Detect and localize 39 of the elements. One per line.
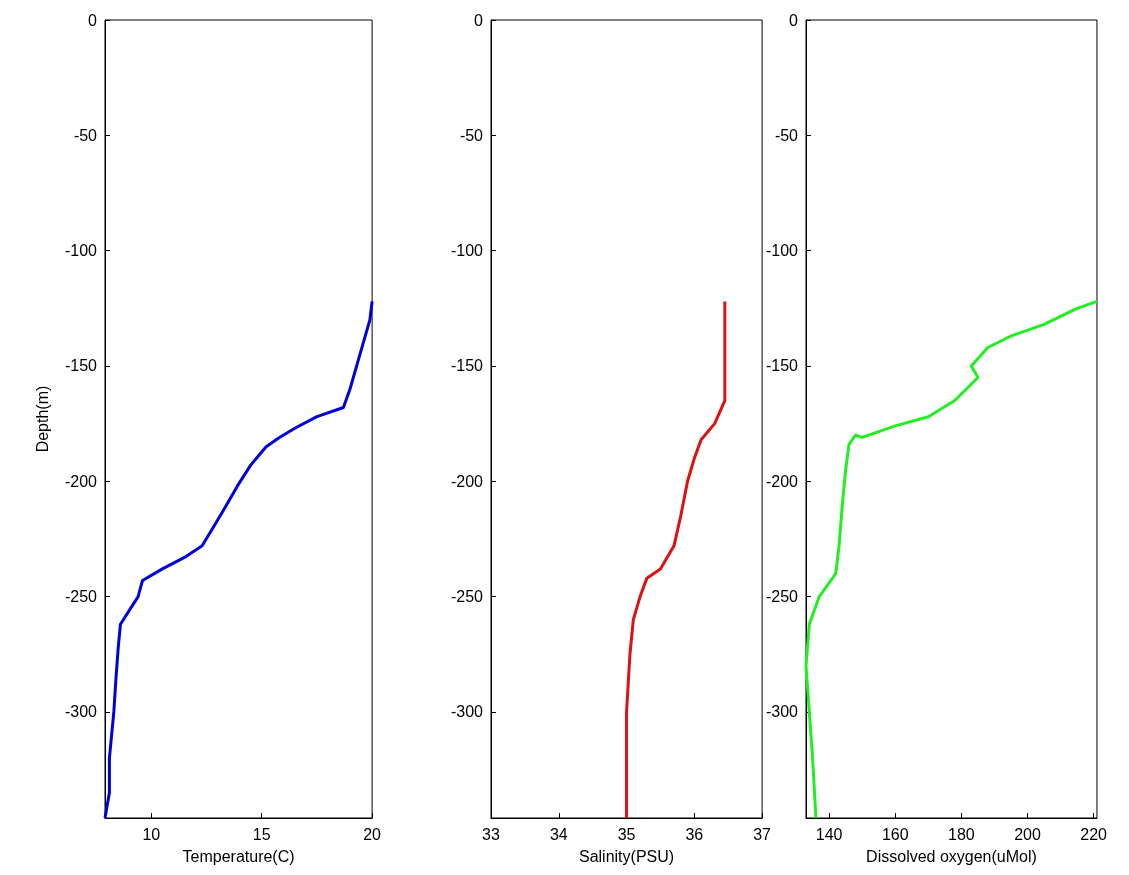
x-axis-title: Dissolved oxygen(uMol) <box>866 847 1037 865</box>
x-tick-label: 15 <box>252 825 271 843</box>
y-axis-title: Depth(m) <box>33 385 51 453</box>
x-tick-label: 160 <box>881 825 909 843</box>
y-tick-label: -200 <box>765 472 799 490</box>
y-tick-label: -300 <box>765 703 799 721</box>
x-tick-label: 33 <box>482 825 500 843</box>
y-tick-label: -250 <box>450 588 484 606</box>
x-tick-label: 140 <box>815 825 843 843</box>
y-tick-label: -100 <box>765 242 799 260</box>
x-axis-title: Salinity(PSU) <box>578 847 675 865</box>
y-tick-label: 0 <box>789 11 799 29</box>
y-tick-label: -200 <box>450 472 484 490</box>
y-tick-label: -50 <box>774 126 799 144</box>
y-tick-label: -150 <box>765 357 799 375</box>
y-tick-label: -100 <box>450 242 484 260</box>
y-tick-label: -100 <box>64 242 98 260</box>
y-tick-label: -300 <box>64 703 98 721</box>
x-tick-label: 180 <box>948 825 975 843</box>
line-series <box>625 299 727 820</box>
y-tick-label: -300 <box>450 703 484 721</box>
y-tick-label: -250 <box>765 588 799 606</box>
x-tick-label: 35 <box>617 825 636 843</box>
x-tick-label: 34 <box>549 825 568 843</box>
y-tick-label: -150 <box>450 357 484 375</box>
y-tick-label: 0 <box>88 11 98 29</box>
x-tick-label: 200 <box>1014 825 1041 843</box>
y-tick-label: 0 <box>474 11 484 29</box>
x-tick-label: 10 <box>142 825 161 843</box>
x-tick-label: 36 <box>685 825 704 843</box>
y-tick-label: -50 <box>459 126 484 144</box>
x-axis-title: Temperature(C) <box>182 847 295 865</box>
y-tick-label: -50 <box>73 126 98 144</box>
y-tick-label: -200 <box>64 472 98 490</box>
y-tick-label: -150 <box>64 357 98 375</box>
x-tick-label: 220 <box>1080 825 1108 843</box>
y-tick-label: -250 <box>64 588 98 606</box>
x-tick-label: 37 <box>753 825 772 843</box>
x-tick-label: 20 <box>363 825 382 843</box>
